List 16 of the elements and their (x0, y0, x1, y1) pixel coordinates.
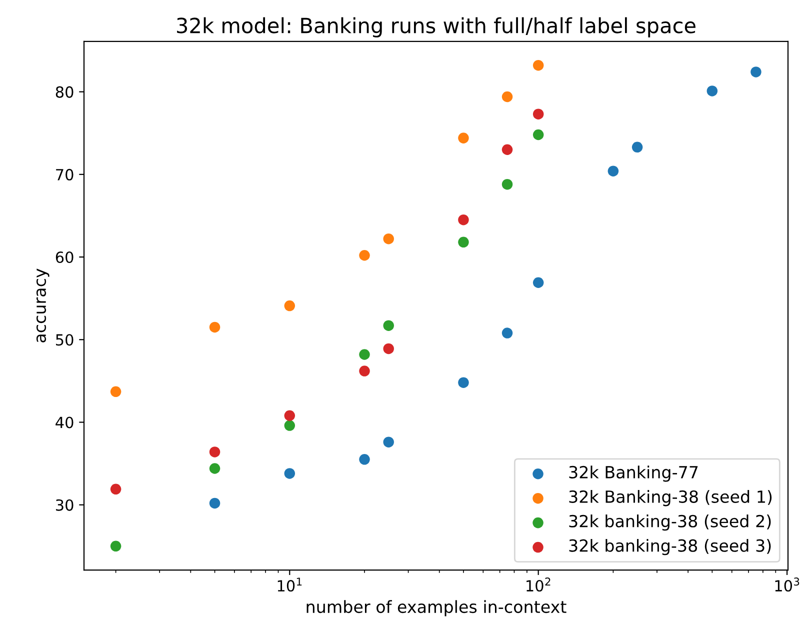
x-tick-label: 10$^{1}$ (278, 578, 302, 592)
legend-label: 32k Banking-38 (seed 1) (569, 490, 772, 506)
y-tick-label: 60 (56, 251, 74, 264)
x-tick-label: 10$^{3}$ (775, 578, 800, 592)
legend-label: 32k banking-38 (seed 3) (569, 538, 771, 556)
x-tick-label: 10$^{2}$ (526, 578, 550, 592)
y-axis-title: accuracy (36, 268, 50, 342)
y-tick-label: 50 (56, 334, 74, 346)
y-tick-label: 70 (56, 168, 74, 180)
y-tick-label: 80 (56, 86, 74, 98)
y-tick-label: 30 (56, 499, 74, 511)
legend-label: 32k Banking-77 (569, 466, 698, 482)
chart-title: 32k model: Banking runs with full/half label space (177, 17, 696, 38)
y-tick-label: 40 (56, 416, 74, 428)
legend-label: 32k banking-38 (seed 2) (569, 514, 771, 531)
x-axis-title: number of examples in-context (306, 600, 566, 616)
